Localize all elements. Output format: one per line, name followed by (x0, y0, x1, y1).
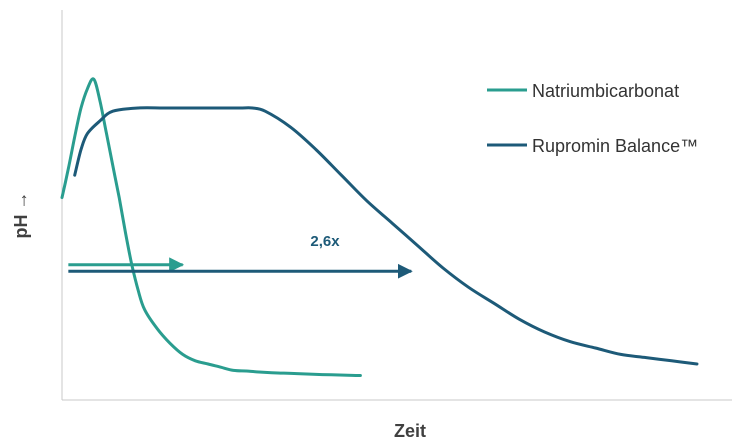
series-layer (60, 77, 699, 377)
legend-label-natriumbicarbonat: Natriumbicarbonat (532, 81, 679, 101)
annotation-layer (68, 257, 413, 279)
legend: Natriumbicarbonat Rupromin Balance™ (487, 81, 698, 156)
series-line-0 (60, 77, 362, 377)
legend-label-rupromin-balance: Rupromin Balance™ (532, 136, 698, 156)
ratio-annotation-label: 2,6x (310, 233, 340, 250)
y-axis-title: pH → (11, 192, 31, 239)
series-line-1 (73, 106, 699, 366)
x-axis-title: Zeit (394, 421, 426, 439)
